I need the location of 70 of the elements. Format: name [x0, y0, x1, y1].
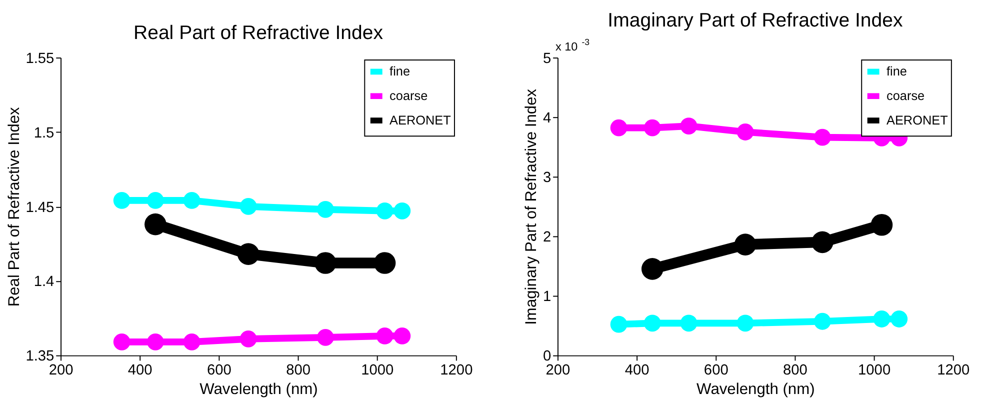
y-tick-label: 1.4: [34, 274, 54, 290]
y-tick-label: 3: [543, 170, 552, 186]
point: [870, 214, 893, 236]
y-tick-label: 2: [543, 230, 552, 246]
point: [314, 252, 336, 274]
y-axis-title: Imaginary Part of Refractive Index: [523, 88, 540, 325]
y-tick-label: 1.55: [26, 50, 54, 67]
point: [811, 231, 834, 254]
point: [376, 328, 394, 344]
x-tick-label: 1200: [440, 362, 473, 378]
x-tick-label: 200: [546, 362, 570, 378]
text: x 10-3: [556, 36, 590, 54]
x-tick-label: 800: [783, 362, 808, 378]
point: [734, 234, 756, 256]
x-axis-title: Wavelength (nm): [200, 380, 318, 398]
legend-label: fine: [390, 64, 410, 79]
point: [610, 119, 628, 136]
x-tick-label: 600: [206, 362, 232, 378]
x-tick-label: 400: [624, 362, 650, 378]
point: [814, 312, 831, 330]
point: [644, 314, 661, 332]
y-tick-label: 1.5: [34, 125, 54, 142]
x-tick-label: 400: [128, 362, 152, 378]
chart-title: Imaginary Part of Refractive Index: [608, 9, 903, 32]
y-tick-label: 0: [543, 348, 552, 365]
point: [317, 329, 334, 346]
x-tick-label: 1200: [937, 362, 970, 378]
point: [873, 310, 890, 328]
point: [736, 314, 754, 332]
x-tick-label: 600: [704, 362, 728, 378]
legend-label: coarse: [390, 89, 428, 104]
point: [680, 118, 698, 134]
point: [680, 314, 698, 332]
point: [240, 330, 257, 348]
y-tick-label: 1: [543, 289, 552, 306]
point: [736, 124, 754, 140]
point: [237, 243, 260, 265]
y-tick-label: 1.45: [26, 200, 54, 216]
y-tick-label: 4: [543, 110, 552, 126]
legend-label: AERONET: [390, 113, 452, 128]
point: [113, 333, 130, 350]
point: [376, 202, 394, 220]
x-axis-title: Wavelength (nm): [696, 380, 815, 398]
y-tick-label: 1.35: [26, 348, 54, 365]
x-tick-label: 1000: [858, 362, 891, 378]
point: [146, 192, 164, 209]
point: [641, 258, 664, 280]
point: [183, 192, 200, 209]
chart-title: Real Part of Refractive Index: [133, 22, 384, 44]
legend-label: AERONET: [886, 113, 948, 128]
y-tick-label: 5: [543, 50, 552, 67]
x-tick-label: 200: [48, 362, 74, 378]
point: [644, 119, 661, 136]
point: [146, 333, 164, 350]
point: [183, 333, 200, 350]
point: [113, 192, 130, 209]
x-tick-label: 1000: [361, 362, 394, 378]
y-axis-title: Real Part of Refractive Index: [6, 106, 23, 307]
point: [890, 310, 908, 328]
point: [814, 128, 831, 146]
legend-label: fine: [886, 64, 907, 79]
point: [144, 213, 166, 236]
point: [374, 252, 396, 274]
point: [610, 316, 628, 333]
point: [317, 200, 334, 218]
x-tick-label: 800: [286, 362, 310, 378]
point: [394, 328, 411, 344]
point: [394, 202, 411, 220]
point: [240, 198, 257, 215]
legend-label: coarse: [886, 89, 925, 104]
